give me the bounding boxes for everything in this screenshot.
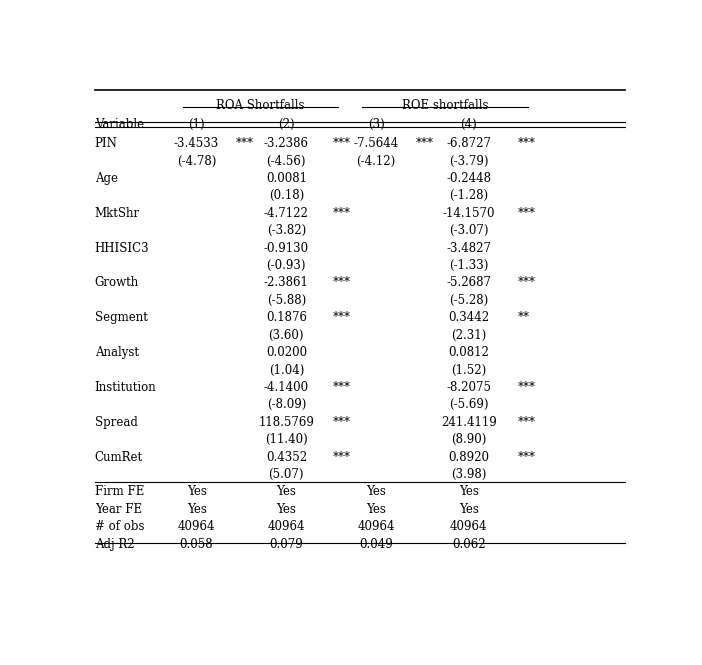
Text: Yes: Yes [277, 503, 296, 516]
Text: 0.0200: 0.0200 [266, 346, 307, 359]
Text: ***: *** [333, 416, 350, 429]
Text: (1.52): (1.52) [451, 364, 486, 376]
Text: (-8.09): (-8.09) [267, 398, 306, 411]
Text: (-5.28): (-5.28) [449, 294, 488, 307]
Text: ***: *** [333, 137, 350, 150]
Text: ***: *** [236, 137, 253, 150]
Text: (2.31): (2.31) [451, 329, 486, 342]
Text: ***: *** [333, 311, 350, 325]
Text: (3.60): (3.60) [269, 329, 304, 342]
Text: ***: *** [333, 450, 350, 464]
Text: (-1.33): (-1.33) [449, 259, 489, 272]
Text: (-3.79): (-3.79) [449, 154, 489, 168]
Text: Firm FE: Firm FE [95, 485, 144, 498]
Text: Yes: Yes [458, 503, 479, 516]
Text: -3.4533: -3.4533 [174, 137, 219, 150]
Text: (-4.12): (-4.12) [357, 154, 396, 168]
Text: 0.4352: 0.4352 [266, 450, 307, 464]
Text: ***: *** [333, 381, 350, 394]
Text: (-3.07): (-3.07) [449, 224, 489, 237]
Text: (-4.78): (-4.78) [177, 154, 216, 168]
Text: -4.1400: -4.1400 [264, 381, 309, 394]
Text: Yes: Yes [366, 485, 386, 498]
Text: CumRet: CumRet [95, 450, 143, 464]
Text: ***: *** [517, 416, 536, 429]
Text: 0.049: 0.049 [359, 537, 393, 551]
Text: MktShr: MktShr [95, 207, 140, 220]
Text: (-0.93): (-0.93) [267, 259, 306, 272]
Text: (3): (3) [368, 118, 385, 131]
Text: HHISIC3: HHISIC3 [95, 241, 150, 255]
Text: Yes: Yes [458, 485, 479, 498]
Text: -8.2075: -8.2075 [446, 381, 491, 394]
Text: Age: Age [95, 172, 118, 185]
Text: 40964: 40964 [267, 520, 305, 533]
Text: Yes: Yes [366, 503, 386, 516]
Text: ***: *** [517, 381, 536, 394]
Text: ***: *** [517, 277, 536, 289]
Text: (-5.69): (-5.69) [449, 398, 489, 411]
Text: Yes: Yes [277, 485, 296, 498]
Text: -2.3861: -2.3861 [264, 277, 309, 289]
Text: 0.0812: 0.0812 [448, 346, 489, 359]
Text: Segment: Segment [95, 311, 147, 325]
Text: ROA Shortfalls: ROA Shortfalls [216, 98, 305, 112]
Text: ***: *** [333, 207, 350, 220]
Text: 118.5769: 118.5769 [258, 416, 314, 429]
Text: (-5.88): (-5.88) [267, 294, 306, 307]
Text: 40964: 40964 [178, 520, 216, 533]
Text: Institution: Institution [95, 381, 157, 394]
Text: ***: *** [517, 137, 536, 150]
Text: (5.07): (5.07) [269, 468, 304, 481]
Text: (11.40): (11.40) [265, 433, 307, 446]
Text: Variable: Variable [95, 118, 144, 131]
Text: -3.2386: -3.2386 [264, 137, 309, 150]
Text: ***: *** [517, 207, 536, 220]
Text: (4): (4) [461, 118, 477, 131]
Text: Yes: Yes [187, 503, 206, 516]
Text: (-4.56): (-4.56) [267, 154, 306, 168]
Text: (3.98): (3.98) [451, 468, 486, 481]
Text: Analyst: Analyst [95, 346, 139, 359]
Text: -5.2687: -5.2687 [446, 277, 491, 289]
Text: ***: *** [416, 137, 434, 150]
Text: (0.18): (0.18) [269, 190, 304, 202]
Text: (-3.82): (-3.82) [267, 224, 306, 237]
Text: # of obs: # of obs [95, 520, 145, 533]
Text: -6.8727: -6.8727 [446, 137, 491, 150]
Text: 0.079: 0.079 [270, 537, 303, 551]
Text: Spread: Spread [95, 416, 138, 429]
Text: 40964: 40964 [450, 520, 487, 533]
Text: -0.9130: -0.9130 [264, 241, 309, 255]
Text: 0.0081: 0.0081 [266, 172, 307, 185]
Text: **: ** [517, 311, 529, 325]
Text: (8.90): (8.90) [451, 433, 486, 446]
Text: 0.8920: 0.8920 [448, 450, 489, 464]
Text: 0.062: 0.062 [452, 537, 485, 551]
Text: 241.4119: 241.4119 [441, 416, 496, 429]
Text: -14.1570: -14.1570 [442, 207, 495, 220]
Text: 0.058: 0.058 [180, 537, 213, 551]
Text: ***: *** [333, 277, 350, 289]
Text: -4.7122: -4.7122 [264, 207, 309, 220]
Text: Yes: Yes [187, 485, 206, 498]
Text: Growth: Growth [95, 277, 139, 289]
Text: Adj R2: Adj R2 [95, 537, 135, 551]
Text: (1.04): (1.04) [269, 364, 304, 376]
Text: ***: *** [517, 450, 536, 464]
Text: -0.2448: -0.2448 [446, 172, 491, 185]
Text: (-1.28): (-1.28) [449, 190, 488, 202]
Text: 40964: 40964 [357, 520, 395, 533]
Text: 0.3442: 0.3442 [448, 311, 489, 325]
Text: 0.1876: 0.1876 [266, 311, 307, 325]
Text: Year FE: Year FE [95, 503, 142, 516]
Text: (2): (2) [278, 118, 295, 131]
Text: PIN: PIN [95, 137, 118, 150]
Text: ROE shortfalls: ROE shortfalls [402, 98, 489, 112]
Text: (1): (1) [188, 118, 205, 131]
Text: -7.5644: -7.5644 [354, 137, 399, 150]
Text: -3.4827: -3.4827 [446, 241, 491, 255]
